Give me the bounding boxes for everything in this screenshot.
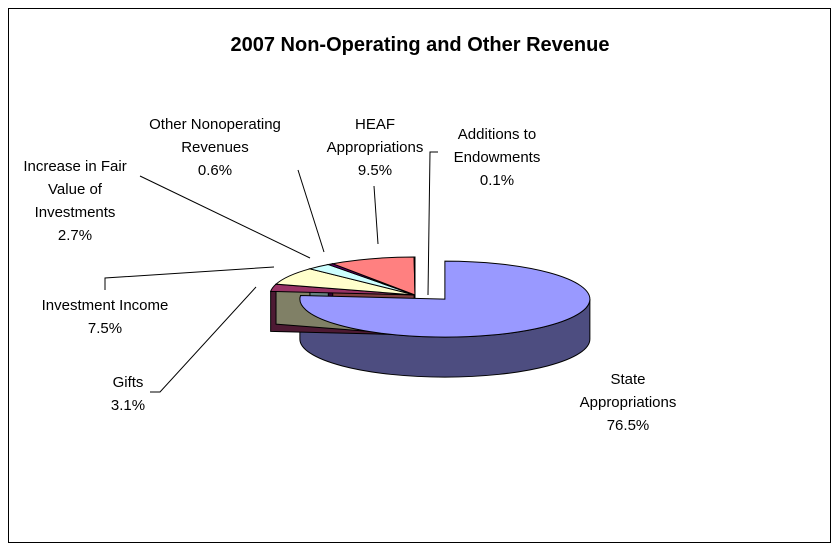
- leader-line: [297, 169, 325, 253]
- slice-label: HEAF Appropriations 9.5%: [320, 113, 430, 182]
- slice-value: 76.5%: [606, 417, 650, 434]
- leader-line: [150, 286, 257, 393]
- slice-value: 0.6%: [197, 162, 233, 179]
- slice: [299, 260, 591, 338]
- leader-lines: [104, 151, 438, 393]
- slice-label: Gifts 3.1%: [98, 371, 158, 417]
- slice: [413, 256, 416, 296]
- slice-name: HEAF Appropriations: [326, 116, 424, 156]
- slice-name: Increase in Fair Value of Investments: [23, 158, 127, 221]
- leader-line: [373, 185, 379, 245]
- slice-value: 2.7%: [57, 227, 93, 244]
- slice: [330, 256, 416, 296]
- slice-label: Investment Income 7.5%: [25, 294, 185, 340]
- slice-name: State Appropriations: [579, 371, 677, 411]
- slice-label: Other Nonoperating Revenues 0.6%: [135, 113, 295, 182]
- pie: [269, 256, 591, 378]
- leader-line: [104, 266, 275, 290]
- slice-name: Other Nonoperating Revenues: [149, 116, 281, 156]
- slice-value: 3.1%: [110, 397, 146, 414]
- chart-title: 2007 Non-Operating and Other Revenue: [230, 34, 610, 56]
- slice-label: State Appropriations 76.5%: [573, 368, 683, 437]
- slice-name: Investment Income: [41, 297, 169, 314]
- slice-label: Additions to Endowments 0.1%: [447, 123, 547, 192]
- slice-name: Gifts: [112, 374, 144, 391]
- slice-value: 7.5%: [87, 320, 123, 337]
- leader-line: [427, 151, 438, 296]
- slice-name: Additions to Endowments: [453, 126, 541, 166]
- slice-label: Increase in Fair Value of Investments 2.7…: [13, 155, 138, 247]
- slice-value: 9.5%: [357, 162, 393, 179]
- chart-frame: [8, 8, 831, 543]
- slice-value: 0.1%: [479, 172, 515, 189]
- leader-line: [139, 175, 311, 259]
